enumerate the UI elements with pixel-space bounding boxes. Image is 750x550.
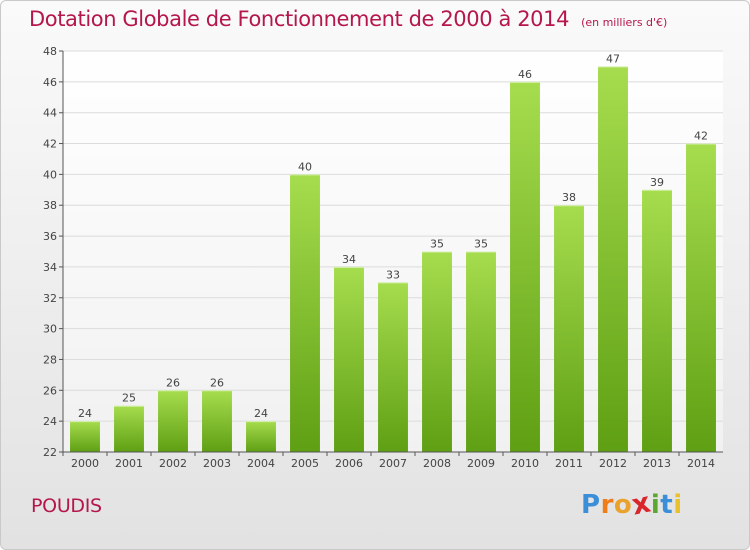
- y-tick-label: 28: [43, 353, 57, 366]
- data-label: 39: [650, 176, 664, 189]
- y-tick-label: 34: [43, 261, 57, 274]
- bar: [598, 66, 628, 452]
- x-tick-label: 2000: [71, 457, 99, 470]
- y-tick-label: 40: [43, 168, 57, 181]
- bar: [334, 266, 364, 452]
- data-label: 38: [562, 191, 576, 204]
- data-label: 42: [694, 130, 708, 143]
- bar: [114, 405, 144, 452]
- chart-title: Dotation Globale de Fonctionnement de 20…: [29, 7, 667, 31]
- data-label: 26: [210, 376, 224, 389]
- chart-subtitle: (en milliers d'€): [581, 16, 668, 29]
- bar: [466, 251, 496, 452]
- bar: [378, 282, 408, 452]
- x-tick-label: 2012: [599, 457, 627, 470]
- x-tick-label: 2009: [467, 457, 495, 470]
- data-label: 24: [78, 407, 92, 420]
- data-label: 46: [518, 68, 532, 81]
- bar: [686, 143, 716, 453]
- y-tick-label: 26: [43, 384, 57, 397]
- proxiti-logo: Proxiti: [581, 485, 683, 521]
- x-tick-label: 2005: [291, 457, 319, 470]
- y-tick-label: 38: [43, 199, 57, 212]
- y-tick-label: 44: [43, 107, 57, 120]
- x-tick-label: 2002: [159, 457, 187, 470]
- data-label: 40: [298, 160, 312, 173]
- y-tick-label: 46: [43, 76, 57, 89]
- x-tick-label: 2011: [555, 457, 583, 470]
- logo-letter: P: [581, 490, 601, 520]
- x-tick-label: 2014: [687, 457, 715, 470]
- logo-letter: t: [660, 490, 674, 520]
- x-tick-label: 2008: [423, 457, 451, 470]
- x-tick-label: 2003: [203, 457, 231, 470]
- chart-title-text: Dotation Globale de Fonctionnement de 20…: [29, 7, 570, 31]
- bar: [158, 390, 188, 452]
- bar: [202, 390, 232, 452]
- data-label: 26: [166, 376, 180, 389]
- bar: [642, 189, 672, 453]
- bar: [422, 251, 452, 452]
- bar: [510, 81, 540, 452]
- y-tick-label: 32: [43, 292, 57, 305]
- x-tick-label: 2004: [247, 457, 275, 470]
- y-tick-label: 42: [43, 138, 57, 151]
- data-label: 24: [254, 407, 268, 420]
- data-label: 25: [122, 392, 136, 405]
- bar: [554, 205, 584, 452]
- y-tick-label: 36: [43, 230, 57, 243]
- logo-letter: i: [673, 490, 683, 520]
- bar: [290, 174, 320, 452]
- x-tick-label: 2001: [115, 457, 143, 470]
- data-label: 34: [342, 253, 356, 266]
- y-tick-label: 48: [43, 45, 57, 58]
- y-tick-label: 22: [43, 446, 57, 459]
- data-label: 47: [606, 52, 620, 65]
- commune-name: POUDIS: [31, 495, 102, 517]
- data-label: 33: [386, 268, 400, 281]
- x-tick-label: 2007: [379, 457, 407, 470]
- x-tick-label: 2006: [335, 457, 363, 470]
- data-label: 35: [474, 238, 488, 251]
- y-tick-label: 24: [43, 415, 57, 428]
- logo-letter: r: [600, 490, 614, 520]
- logo-letter: o: [613, 490, 633, 520]
- x-tick-label: 2010: [511, 457, 539, 470]
- data-label: 35: [430, 238, 444, 251]
- x-tick-label: 2013: [643, 457, 671, 470]
- bar: [246, 421, 276, 452]
- logo-letter: i: [650, 490, 661, 520]
- bar: [70, 421, 100, 452]
- y-tick-label: 30: [43, 323, 57, 336]
